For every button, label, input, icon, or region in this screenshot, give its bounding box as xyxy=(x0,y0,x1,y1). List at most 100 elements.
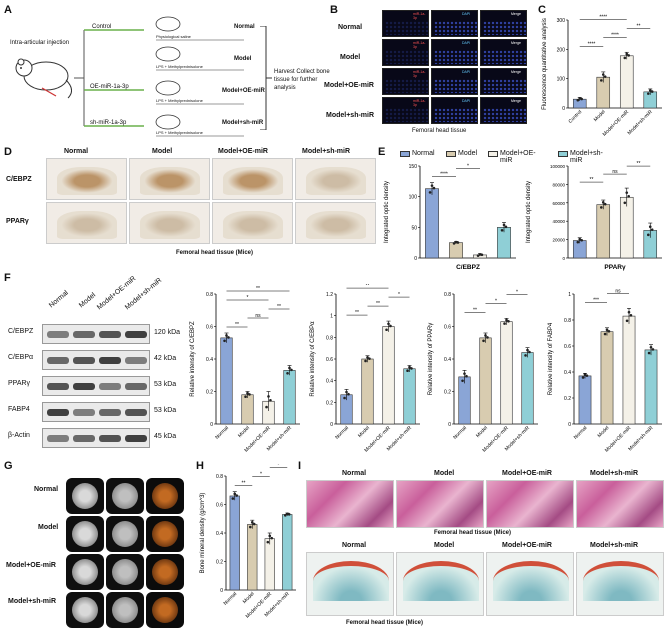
data-point xyxy=(284,514,287,517)
data-point xyxy=(252,522,256,526)
chart-f3: 0 0.2 0.4 0.6 0.8 Relative intensity of PPARγ… xyxy=(428,289,538,454)
f-col-1: Model xyxy=(78,291,98,310)
data-point xyxy=(233,492,237,496)
b-row-label-0: Normal xyxy=(338,24,363,31)
y-axis-label: Relative intensity of PPARγ xyxy=(428,323,434,396)
blot-band xyxy=(73,409,95,416)
microct-image-r1-c0 xyxy=(66,516,104,552)
nuclei-stain xyxy=(483,50,526,64)
nuclei-stain xyxy=(385,50,428,64)
sig-label: * xyxy=(495,298,497,304)
microct-image-r3-c2 xyxy=(146,592,184,628)
blot-band xyxy=(73,357,95,364)
y-axis-label: Fluorescence quantitative analysis xyxy=(542,18,548,110)
data-point xyxy=(454,240,458,244)
data-point xyxy=(603,75,607,78)
bar xyxy=(619,55,634,109)
data-point xyxy=(601,73,605,76)
fluor-image-r1-c2: Merge xyxy=(480,39,527,66)
x-tick-label: Control xyxy=(568,109,584,125)
data-point xyxy=(387,322,390,326)
x-axis-label: C/EBPZ xyxy=(456,264,480,271)
data-point xyxy=(629,314,633,317)
d-col-0: Normal xyxy=(64,148,89,155)
channel-label: miR-1a-3p xyxy=(413,99,426,107)
y-tick-label: 0 xyxy=(562,256,565,261)
sig-label: ns xyxy=(612,169,618,175)
data-point xyxy=(648,225,652,229)
bone-scan xyxy=(152,597,178,623)
arm-label-oe: OE-miR-1a-3p xyxy=(90,84,129,90)
data-point xyxy=(290,368,293,372)
injection-label: Intra-articular injection xyxy=(10,40,70,46)
chart-e2: 0 20000 40000 60000 80000 100000 Integrated op… xyxy=(526,161,662,271)
y-tick-label: 0.4 xyxy=(444,357,451,363)
microct-image-r2-c0 xyxy=(66,554,104,590)
y-tick-label: 0.4 xyxy=(216,531,223,537)
bar xyxy=(458,376,471,425)
blot-band xyxy=(125,435,147,442)
fluor-image-r3-c1: DAPI xyxy=(431,97,478,124)
data-point xyxy=(266,540,270,544)
y-tick-label: 100 xyxy=(409,195,418,201)
data-point xyxy=(231,497,235,500)
blot-band xyxy=(73,435,95,442)
data-point xyxy=(343,396,346,400)
data-point xyxy=(246,391,249,395)
panel-letter-d: D xyxy=(4,146,12,158)
safranin-image-2 xyxy=(486,552,574,616)
data-point xyxy=(250,521,254,524)
data-point xyxy=(364,359,367,363)
panel-i: Normal Model Model+OE-miR Model+sh-miR N… xyxy=(306,470,666,630)
bone-scan xyxy=(72,483,98,509)
data-point xyxy=(578,237,582,241)
x-tick-label: Model xyxy=(475,425,489,439)
sig-label: ** xyxy=(256,286,260,292)
blot-band xyxy=(99,435,121,442)
bone-scan xyxy=(112,597,138,623)
y-tick-label: 0.6 xyxy=(216,503,223,509)
y-axis-label: Relative intensity of C/EBPZ xyxy=(190,321,196,397)
data-point xyxy=(480,253,484,257)
bar xyxy=(264,538,275,591)
nuclei-stain xyxy=(385,108,428,122)
data-point xyxy=(244,395,247,398)
y-tick-label: 0.2 xyxy=(326,400,333,406)
data-point xyxy=(484,334,487,337)
ihc-image-r0-c1 xyxy=(129,158,210,200)
channel-label: DAPI xyxy=(462,12,471,16)
y-tick-label: 50 xyxy=(411,225,417,231)
trabecular-stain xyxy=(306,211,366,239)
y-tick-label: 80000 xyxy=(552,182,565,187)
fluor-image-r0-c0: miR-1a-3p xyxy=(382,10,429,37)
blot-band xyxy=(125,331,147,338)
f-col-0: Normal xyxy=(48,289,70,310)
data-point xyxy=(223,339,226,343)
y-tick-label: 100 xyxy=(557,77,566,83)
y-tick-label: 0.6 xyxy=(206,325,213,331)
microct-image-r0-c1 xyxy=(106,478,144,514)
blot-strip-4 xyxy=(42,428,150,448)
panel-a: Intra-articular injection Control OE-miR… xyxy=(8,12,330,142)
sig-label: **** xyxy=(611,32,619,38)
channel-label: Merge xyxy=(511,41,521,45)
channel-label: Merge xyxy=(511,99,521,103)
bar xyxy=(622,315,636,425)
blot-size-3: 53 kDa xyxy=(154,407,177,414)
data-point xyxy=(585,374,589,377)
group-name-3: Model+sh-miR xyxy=(222,120,264,126)
nuclei-stain xyxy=(434,21,477,35)
data-point xyxy=(288,366,291,370)
y-tick-label: 0.4 xyxy=(564,370,571,376)
blot-band xyxy=(47,357,69,364)
channel-label: Merge xyxy=(511,12,521,16)
chart-f4: 0 0.2 0.4 0.6 0.8 1 Relative intensity of FABP… xyxy=(548,288,662,454)
bar xyxy=(449,242,463,259)
i-footer-2: Femoral head tissue (Mice) xyxy=(346,620,424,626)
arm-label-sh: sh-miR-1a-3p xyxy=(90,120,127,126)
panel-letter-h: H xyxy=(196,460,204,472)
bone-scan xyxy=(112,483,138,509)
fluor-image-r2-c0: miR-1a-3p xyxy=(382,68,429,95)
panel-letter-f: F xyxy=(4,272,11,284)
data-point xyxy=(625,52,629,56)
